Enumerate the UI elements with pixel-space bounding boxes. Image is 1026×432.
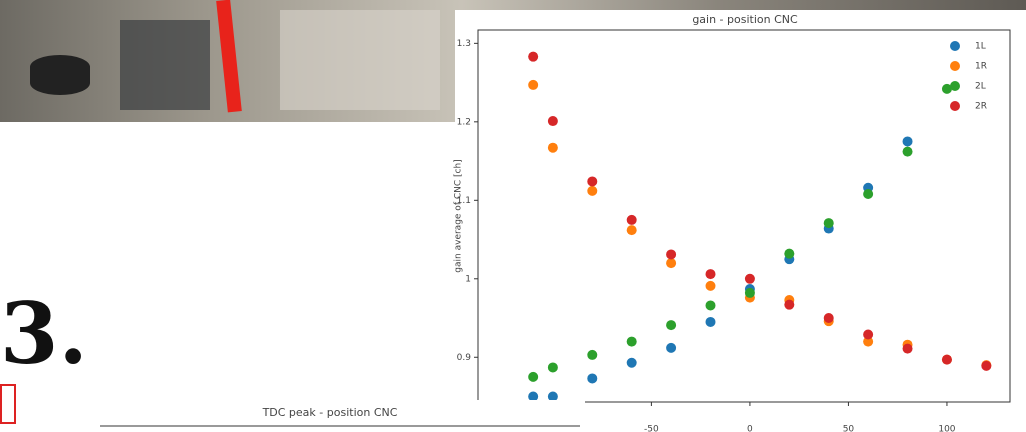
point <box>666 320 677 331</box>
x-tick-label: 0 <box>747 425 753 432</box>
legend-marker <box>950 41 960 51</box>
point <box>823 313 834 324</box>
point <box>863 189 874 200</box>
point <box>705 280 716 291</box>
legend-label: 1L <box>975 42 986 52</box>
point <box>666 249 677 260</box>
y-tick-label: 1 <box>465 274 471 284</box>
point <box>626 336 637 347</box>
point <box>587 176 598 187</box>
point <box>587 373 598 384</box>
chart-title: TDC peak - position CNC <box>262 406 398 419</box>
chart-title: gain - position CNC <box>692 13 798 26</box>
point <box>823 218 834 229</box>
x-tick-label: -50 <box>644 425 659 432</box>
point <box>666 342 677 353</box>
photo-object <box>280 10 440 110</box>
point <box>863 336 874 347</box>
legend-label: 2L <box>975 82 986 92</box>
point <box>784 248 795 259</box>
y-tick-label: 1.3 <box>457 39 471 49</box>
photo-object <box>30 55 90 95</box>
point <box>744 287 755 298</box>
legend-label: 2R <box>975 102 987 112</box>
point <box>705 316 716 327</box>
y-tick-label: 1.2 <box>457 117 471 127</box>
point <box>666 258 677 269</box>
y-tick-label: 0.9 <box>457 353 472 363</box>
x-tick-label: 50 <box>843 425 855 432</box>
slide-number: 3. <box>0 284 88 383</box>
point <box>587 185 598 196</box>
point <box>744 273 755 284</box>
point <box>547 116 558 127</box>
chart-panel <box>95 400 585 432</box>
point <box>902 343 913 354</box>
legend-label: 1R <box>975 62 987 72</box>
point <box>941 83 952 94</box>
chart: TDC peak - position CNC <box>95 400 585 432</box>
point <box>626 214 637 225</box>
point <box>547 142 558 153</box>
point <box>981 360 992 371</box>
point <box>587 349 598 360</box>
point <box>528 51 539 62</box>
point <box>547 362 558 373</box>
point <box>863 329 874 340</box>
chart-panel <box>455 10 1026 432</box>
point <box>705 269 716 280</box>
point <box>705 300 716 311</box>
legend-marker <box>950 81 960 91</box>
point <box>902 146 913 157</box>
plot-frame <box>477 29 1011 403</box>
point <box>528 391 539 402</box>
x-tick-label: 100 <box>938 425 955 432</box>
point <box>528 371 539 382</box>
legend-marker <box>950 101 960 111</box>
icon <box>0 384 16 424</box>
point <box>626 357 637 368</box>
point <box>902 136 913 147</box>
point <box>784 299 795 310</box>
y-tick-label: 1.1 <box>457 196 471 206</box>
point <box>528 79 539 90</box>
legend-marker <box>950 61 960 71</box>
point <box>941 354 952 365</box>
point <box>626 225 637 236</box>
photo-object <box>120 20 210 110</box>
point <box>547 391 558 402</box>
y-axis-label: gain average of CNC [ch] <box>454 159 464 272</box>
